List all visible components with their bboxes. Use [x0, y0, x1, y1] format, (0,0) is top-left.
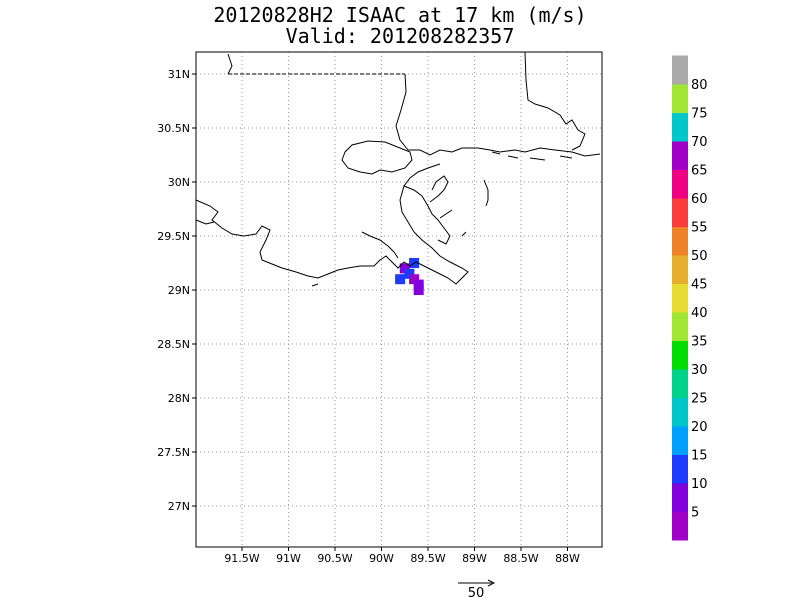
barrier-islands: [491, 151, 573, 161]
lon-label: 91W: [276, 552, 301, 565]
wind-cell: [399, 263, 410, 274]
colorbar-segment: [672, 426, 688, 455]
vector-legend: 50: [458, 579, 496, 600]
mississippi-river-border: [395, 73, 409, 151]
wind-cell: [413, 285, 424, 295]
grid-lines: [196, 52, 602, 547]
wind-cell: [404, 268, 415, 279]
lat-label: 27.5N: [157, 446, 190, 459]
wind-cell: [413, 279, 424, 290]
colorbar-segment: [672, 255, 688, 284]
colorbar-label: 5: [691, 506, 699, 521]
colorbar-segment: [672, 141, 688, 170]
colorbar-segment: [672, 169, 688, 199]
colorbar-label: 50: [691, 249, 708, 264]
longitude-labels: 91.5W 91W 90.5W 90W 89.5W 89W 88.5W 88W: [224, 547, 580, 565]
small-island-2: [461, 231, 467, 237]
small-island-1: [311, 283, 319, 287]
colorbar-label: 45: [691, 278, 708, 293]
colorbar: 5 10 15 20 25 30 35 40 45 50 55 60 65 70 75 80: [672, 55, 708, 541]
state-border-west: [227, 53, 233, 75]
vector-legend-arrowhead: [487, 579, 496, 587]
colorbar-segment: [672, 483, 688, 512]
colorbar-segment: [672, 84, 688, 113]
lat-label: 28N: [168, 392, 190, 405]
gulf-coast-north: [408, 147, 601, 157]
lon-label: 90.5W: [317, 552, 352, 565]
colorbar-segment: [672, 369, 688, 398]
title-line-1: 20120828H2 ISAAC at 17 km (m/s): [213, 3, 587, 27]
small-island-3: [439, 209, 453, 219]
colorbar-label: 20: [691, 420, 708, 435]
colorbar-segment: [672, 226, 688, 256]
chandeleur-islands: [483, 179, 489, 207]
colorbar-label: 10: [691, 477, 708, 492]
coastline: [195, 51, 601, 287]
lon-label: 91.5W: [224, 552, 259, 565]
colorbar-label: 30: [691, 363, 708, 378]
map-frame: [195, 51, 603, 548]
lon-label: 88.5W: [503, 552, 538, 565]
colorbar-label: 25: [691, 392, 708, 407]
lon-label: 88W: [555, 552, 580, 565]
lat-label: 30N: [168, 176, 190, 189]
colorbar-segment: [672, 55, 688, 85]
colorbar-segment: [672, 397, 688, 427]
lat-label: 27N: [168, 500, 190, 513]
lon-label: 89W: [462, 552, 487, 565]
colorbar-label: 55: [691, 221, 708, 236]
colorbar-label: 70: [691, 135, 708, 150]
lon-label: 89.5W: [410, 552, 445, 565]
alabama-coast: [524, 51, 586, 151]
west-coast-bay: [195, 219, 215, 225]
colorbar-segment: [672, 454, 688, 484]
delta-inner: [361, 231, 399, 259]
wind-cell: [409, 274, 420, 285]
breton-sound: [429, 175, 449, 203]
colorbar-segment: [672, 198, 688, 227]
delta-east: [403, 185, 451, 245]
colorbar-segment: [672, 283, 688, 313]
colorbar-segment: [672, 312, 688, 341]
lake-pontchartrain: [341, 140, 413, 175]
vector-legend-label: 50: [468, 586, 485, 600]
lat-label: 31N: [168, 68, 190, 81]
colorbar-label: 15: [691, 449, 708, 464]
lat-label: 29N: [168, 284, 190, 297]
lon-label: 90W: [369, 552, 394, 565]
latitude-labels: 31N 30.5N 30N 29.5N 29N 28.5N 28N 27.5N 27N: [157, 68, 196, 513]
colorbar-label: 65: [691, 164, 708, 179]
colorbar-label: 75: [691, 107, 708, 122]
colorbar-segment: [672, 340, 688, 370]
lat-label: 30.5N: [157, 122, 190, 135]
wind-cell: [395, 274, 406, 285]
lat-label: 28.5N: [157, 338, 190, 351]
colorbar-label: 80: [691, 78, 708, 93]
colorbar-segment: [672, 511, 688, 541]
colorbar-label: 40: [691, 306, 708, 321]
colorbar-segment: [672, 112, 688, 142]
colorbar-label: 60: [691, 192, 708, 207]
colorbar-label: 35: [691, 335, 708, 350]
south-louisiana-coast: [195, 163, 469, 285]
lat-label: 29.5N: [157, 230, 190, 243]
title-line-2: Valid: 201208282357: [285, 24, 515, 48]
